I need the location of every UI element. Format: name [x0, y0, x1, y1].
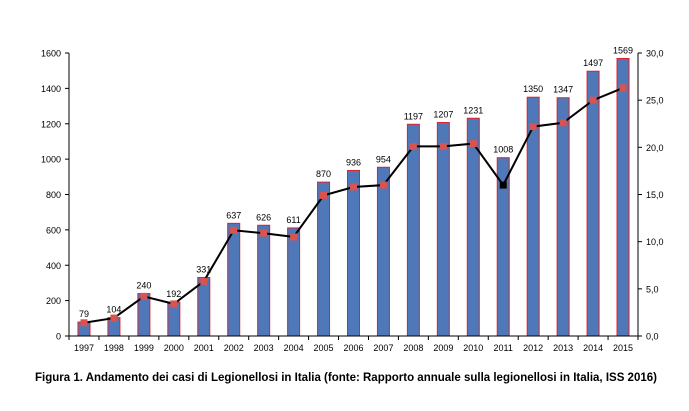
- left-tick-label: 1600: [41, 49, 61, 59]
- x-tick-label: 2015: [613, 343, 633, 353]
- left-tick-label: 200: [46, 296, 61, 306]
- data-label: 1347: [553, 85, 573, 95]
- x-tick-label: 2011: [494, 343, 513, 353]
- line-point: [439, 142, 447, 150]
- bar: [586, 70, 600, 337]
- x-tick-label: 2004: [284, 343, 304, 353]
- data-label: 1350: [523, 84, 543, 94]
- data-label: 192: [166, 289, 181, 299]
- right-tick-label: 30,0: [646, 49, 664, 59]
- left-tick-label: 1000: [41, 155, 61, 165]
- line-point: [619, 84, 627, 92]
- x-tick-label: 2002: [224, 343, 244, 353]
- x-tick-label: 2008: [403, 343, 423, 353]
- left-y-axis: 0 200 400 600 800 1000 1200 1400 1600: [41, 49, 70, 342]
- bar: [287, 227, 301, 337]
- line-point: [170, 300, 178, 308]
- line-point: [230, 226, 238, 234]
- x-tick-label: 2009: [433, 343, 453, 353]
- data-label: 104: [106, 305, 121, 315]
- data-label: 1497: [583, 58, 603, 68]
- bar: [436, 122, 450, 337]
- line-point: [589, 96, 597, 104]
- data-labels: 79 104 240 192 331 637 626 611 870 936 954 1197 1207…: [79, 45, 633, 319]
- x-tick-label: 1999: [134, 343, 154, 353]
- line-point: [200, 277, 208, 285]
- bar-series: [77, 57, 630, 337]
- left-tick-label: 1200: [41, 119, 61, 129]
- data-label: 79: [79, 309, 89, 319]
- line-point: [290, 233, 298, 241]
- bar: [227, 222, 241, 337]
- x-tick-label: 2006: [343, 343, 363, 353]
- left-tick-label: 800: [46, 190, 61, 200]
- x-tick-label: 2005: [314, 343, 334, 353]
- data-label: 626: [256, 212, 271, 222]
- data-label: 1008: [493, 145, 513, 155]
- data-label: 331: [196, 264, 211, 274]
- line-series: [80, 84, 627, 327]
- data-label: 637: [226, 210, 241, 220]
- data-label: 954: [376, 154, 391, 164]
- x-tick-label: 2007: [373, 343, 393, 353]
- line-point: [260, 229, 268, 237]
- bar: [197, 276, 211, 337]
- right-tick-label: 10,0: [646, 237, 664, 247]
- line-point: [379, 181, 387, 189]
- left-tick-label: 0: [56, 332, 61, 342]
- line-point: [409, 142, 417, 150]
- left-tick-label: 600: [46, 225, 61, 235]
- data-label: 1207: [433, 110, 453, 120]
- right-tick-label: 0,0: [646, 332, 659, 342]
- bar: [257, 224, 271, 337]
- line-point: [559, 119, 567, 127]
- left-tick-label: 400: [46, 261, 61, 271]
- x-tick-label: 2013: [553, 343, 573, 353]
- line-point: [469, 140, 477, 148]
- x-tick-label: 2010: [463, 343, 483, 353]
- data-label: 936: [346, 157, 361, 167]
- line-point: [350, 183, 357, 191]
- x-tick-label: 1997: [74, 343, 94, 353]
- bar: [556, 97, 570, 337]
- bar: [317, 181, 331, 337]
- left-tick-label: 1400: [41, 84, 61, 94]
- bar: [616, 57, 630, 337]
- x-tick-label: 2014: [583, 343, 603, 353]
- x-tick-label: 2012: [523, 343, 543, 353]
- data-label: 1197: [404, 111, 423, 121]
- x-tick-label: 2001: [194, 343, 214, 353]
- line-point: [529, 123, 537, 131]
- line-point: [80, 319, 88, 327]
- x-tick-label: 1998: [104, 343, 124, 353]
- right-tick-label: 20,0: [646, 143, 664, 153]
- right-tick-label: 25,0: [646, 96, 664, 106]
- data-label: 240: [136, 281, 151, 291]
- bar: [406, 123, 420, 337]
- x-tick-label: 2003: [254, 343, 274, 353]
- figure-caption: Figura 1. Andamento dei casi di Legionel…: [35, 372, 657, 384]
- bar: [376, 166, 390, 337]
- line-point: [320, 191, 328, 199]
- x-axis: 1997 1998 1999 2000 2001 2002 2003 2004 2005 2006…: [68, 335, 639, 353]
- right-tick-label: 15,0: [646, 190, 664, 200]
- line-point: [499, 181, 507, 189]
- right-y-axis: 0,0 5,0 10,0 15,0 20,0 25,0 30,0: [637, 49, 664, 342]
- line-point: [110, 314, 118, 322]
- right-tick-label: 5,0: [646, 284, 659, 294]
- data-label: 1231: [463, 105, 483, 115]
- data-label: 870: [316, 169, 331, 179]
- x-tick-label: 2000: [164, 343, 184, 353]
- line-point: [140, 292, 148, 300]
- bar: [347, 169, 360, 337]
- data-label: 611: [286, 215, 300, 225]
- data-label: 1569: [613, 45, 633, 55]
